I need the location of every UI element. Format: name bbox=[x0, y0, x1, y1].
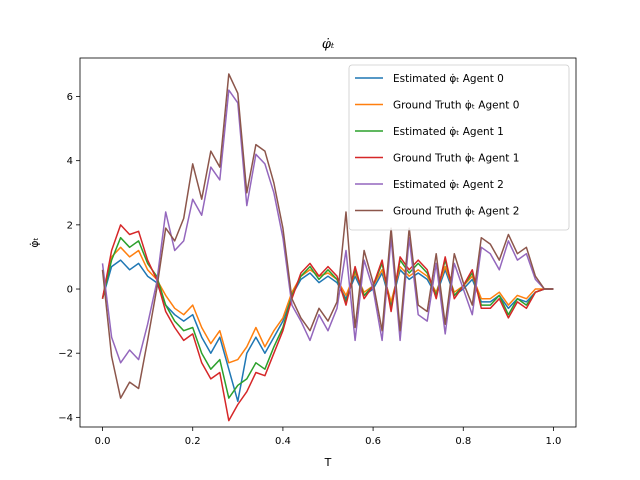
legend-entry-label: Ground Truth φ̇ₜ Agent 2 bbox=[393, 206, 519, 218]
legend-entry-label: Ground Truth φ̇ₜ Agent 1 bbox=[393, 153, 519, 165]
chart-title: φ̇ₜ bbox=[322, 37, 335, 52]
legend-entry-label: Estimated φ̇ₜ Agent 1 bbox=[393, 126, 504, 138]
legend: Estimated φ̇ₜ Agent 0 Ground Truth φ̇ₜ Ag… bbox=[348, 64, 570, 231]
plot-area-frame bbox=[79, 57, 577, 428]
y-tick-label: −4 bbox=[58, 413, 73, 424]
x-tick-label: 0.2 bbox=[185, 436, 201, 447]
y-tick-label: 0 bbox=[67, 285, 73, 296]
x-tick-label: 0.8 bbox=[455, 436, 471, 447]
series-line-5 bbox=[101, 73, 554, 399]
x-axis: 0.0 0.2 0.4 0.6 0.8 1.0 bbox=[95, 427, 562, 447]
legend-entry-label: Estimated φ̇ₜ Agent 0 bbox=[393, 73, 504, 85]
x-tick-label: 1.0 bbox=[546, 436, 562, 447]
x-tick-label: 0.6 bbox=[365, 436, 381, 447]
y-tick-label: 4 bbox=[67, 156, 73, 167]
series-layer bbox=[101, 73, 554, 422]
series-line-1 bbox=[101, 246, 554, 364]
y-axis: −4 −2 0 2 4 6 bbox=[58, 92, 80, 424]
series-line-4 bbox=[101, 89, 554, 364]
legend-entry-label: Ground Truth φ̇ₜ Agent 0 bbox=[393, 100, 519, 112]
legend-box bbox=[348, 64, 570, 231]
x-axis-label: T bbox=[324, 456, 332, 469]
legend-entry-label: Estimated φ̇ₜ Agent 2 bbox=[393, 179, 504, 191]
y-tick-label: 2 bbox=[67, 220, 73, 231]
y-axis-label: φ̇ₜ bbox=[28, 237, 41, 248]
series-line-3 bbox=[101, 224, 554, 422]
y-tick-label: 6 bbox=[67, 92, 73, 103]
x-tick-label: 0.4 bbox=[275, 436, 291, 447]
y-tick-label: −2 bbox=[58, 349, 73, 360]
x-tick-label: 0.0 bbox=[95, 436, 111, 447]
